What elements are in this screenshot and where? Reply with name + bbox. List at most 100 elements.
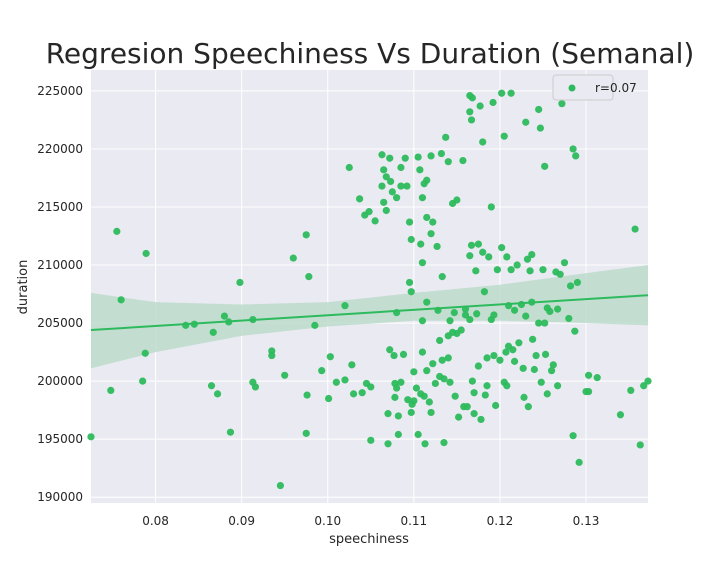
- data-point: [524, 403, 532, 411]
- data-point: [483, 354, 491, 362]
- chart-title: Regresion Speechiness Vs Duration (Seman…: [46, 37, 695, 70]
- data-point: [479, 248, 487, 256]
- data-point: [477, 415, 485, 424]
- data-point: [425, 398, 433, 406]
- data-point: [403, 182, 411, 190]
- y-tick-label: 195000: [37, 432, 83, 446]
- data-points: [87, 89, 652, 490]
- data-point: [418, 259, 427, 267]
- data-point: [107, 386, 115, 394]
- data-point: [513, 261, 521, 269]
- x-tick-label: 0.12: [487, 514, 514, 528]
- data-point: [378, 182, 386, 190]
- data-point: [384, 410, 392, 418]
- regression-line: [90, 294, 649, 332]
- data-point: [325, 394, 333, 403]
- data-point: [466, 252, 474, 260]
- data-point: [487, 203, 495, 211]
- data-point: [523, 255, 532, 263]
- data-point: [489, 98, 497, 107]
- data-point: [418, 194, 427, 202]
- data-point: [541, 350, 550, 359]
- data-point: [440, 375, 448, 383]
- data-point: [446, 317, 454, 325]
- confidence-band: [91, 265, 648, 369]
- data-point: [393, 384, 401, 392]
- data-point: [473, 310, 481, 318]
- data-point: [507, 89, 515, 97]
- data-point: [142, 249, 150, 258]
- data-point: [326, 353, 334, 361]
- data-point: [507, 266, 515, 274]
- data-point: [386, 154, 394, 162]
- data-point: [509, 346, 517, 354]
- data-point: [522, 118, 530, 126]
- data-point: [519, 364, 527, 372]
- data-point: [584, 371, 593, 379]
- data-point: [468, 94, 476, 102]
- data-point: [569, 432, 577, 440]
- data-point: [520, 393, 528, 401]
- data-point: [470, 389, 478, 397]
- data-point: [472, 267, 480, 275]
- data-point: [575, 458, 583, 466]
- data-point: [209, 328, 217, 336]
- data-point: [446, 378, 454, 386]
- data-point: [498, 244, 506, 252]
- data-point: [569, 145, 577, 153]
- data-point: [281, 371, 289, 379]
- data-point: [543, 390, 551, 398]
- data-point: [467, 116, 476, 124]
- data-point: [565, 314, 573, 323]
- data-point: [302, 429, 310, 437]
- data-point: [485, 253, 493, 261]
- data-point: [498, 89, 506, 97]
- x-tick-label: 0.10: [314, 514, 341, 528]
- data-point: [479, 138, 487, 146]
- data-point: [480, 288, 489, 296]
- data-point: [481, 391, 489, 399]
- data-point: [382, 206, 390, 215]
- data-point: [502, 348, 510, 356]
- data-point: [532, 351, 540, 360]
- data-point: [437, 149, 445, 158]
- data-point: [547, 367, 556, 375]
- data-point: [289, 254, 297, 262]
- data-point: [423, 176, 431, 184]
- data-point: [571, 327, 579, 335]
- data-point: [276, 481, 284, 490]
- data-point: [407, 288, 415, 296]
- y-tick-label: 225000: [37, 84, 83, 98]
- data-point: [423, 367, 431, 375]
- data-point: [526, 267, 534, 275]
- data-point: [631, 225, 639, 233]
- data-point: [139, 377, 147, 385]
- x-tick-label: 0.11: [400, 514, 427, 528]
- data-point: [113, 227, 121, 235]
- data-point: [537, 378, 545, 386]
- data-point: [404, 396, 412, 404]
- data-point: [420, 392, 428, 400]
- data-point: [407, 408, 415, 417]
- data-point: [476, 102, 484, 110]
- data-point: [584, 387, 593, 396]
- regression-line-path: [90, 294, 649, 332]
- data-point: [423, 213, 431, 222]
- data-point: [412, 384, 421, 392]
- data-point: [394, 412, 402, 420]
- data-point: [397, 182, 405, 190]
- x-tick-label: 0.09: [228, 514, 255, 528]
- data-point: [450, 309, 458, 317]
- data-point: [421, 440, 429, 448]
- data-point: [636, 441, 644, 449]
- data-point: [556, 270, 564, 278]
- data-point: [466, 108, 474, 116]
- data-point: [444, 354, 452, 362]
- data-point: [348, 361, 356, 369]
- data-point: [358, 389, 366, 397]
- data-point: [367, 383, 375, 391]
- data-point: [380, 198, 388, 206]
- data-point: [318, 367, 326, 375]
- data-point: [438, 273, 446, 281]
- data-point: [423, 298, 431, 306]
